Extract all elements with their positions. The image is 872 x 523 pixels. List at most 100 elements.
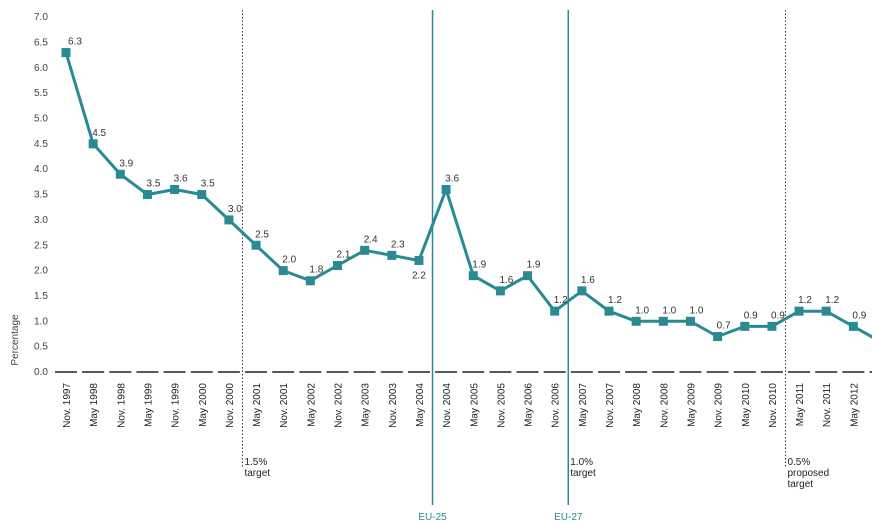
- target-marker-label: 1.5%: [244, 457, 267, 468]
- data-label: 2.1: [337, 250, 351, 261]
- x-tick-label: Nov. 2007: [605, 383, 616, 428]
- target-marker-label: proposed: [787, 468, 829, 479]
- x-axis: Nov. 1997 May 1998 Nov. 1998 May 1999 Nov. 1…: [55, 371, 872, 428]
- data-point: [414, 255, 424, 265]
- data-label: 0.9: [852, 310, 866, 321]
- data-point: [658, 316, 668, 326]
- x-tick-label: May 2011: [795, 383, 806, 427]
- target-marker-label: target: [244, 468, 270, 479]
- y-tick-label: 6.5: [34, 37, 48, 48]
- data-point: [468, 271, 478, 281]
- data-labels: 6.3 4.5 3.9 3.5 3.6 3.5 3.0 2.5 2.0 1.8 2.1 2.4 2.3 2…: [68, 37, 867, 332]
- target-marker-label: 0.5%: [787, 457, 810, 468]
- x-tick-label: May 2006: [524, 383, 535, 427]
- x-tick-label: Nov. 2006: [551, 383, 562, 428]
- data-label: 2.0: [282, 255, 296, 266]
- x-tick-label: May 2012: [849, 383, 860, 427]
- x-tick-label: May 1998: [89, 383, 100, 427]
- y-axis: 0.0 0.5 1.0 1.5 2.0 2.5 3.0 3.5 4.0 4.5 5.0 5.5 6.0 6…: [34, 12, 48, 378]
- y-tick-label: 3.0: [34, 215, 48, 226]
- data-points: [61, 48, 858, 342]
- data-label: 2.4: [364, 234, 378, 245]
- data-label: 1.6: [499, 275, 513, 286]
- x-tick-label: Nov. 2010: [768, 383, 779, 428]
- x-tick-label: Nov. 2003: [388, 383, 399, 428]
- y-tick-label: 0.5: [34, 342, 48, 353]
- target-marker-label: target: [570, 468, 596, 479]
- data-label: 1.2: [554, 295, 568, 306]
- data-point: [115, 169, 125, 179]
- data-label: 1.9: [472, 260, 486, 271]
- data-point: [305, 276, 315, 286]
- data-point: [278, 266, 288, 276]
- x-tick-label: May 2003: [361, 383, 372, 427]
- enlargement-marker-label: EU-25: [418, 512, 447, 523]
- data-point: [387, 250, 397, 260]
- data-point: [224, 215, 234, 225]
- target-marker-label: target: [787, 479, 813, 490]
- data-label: 1.2: [608, 295, 622, 306]
- data-label: 6.3: [68, 37, 82, 48]
- data-label: 1.2: [798, 295, 812, 306]
- y-tick-label: 1.5: [34, 291, 48, 302]
- data-point: [577, 286, 587, 296]
- x-tick-label: May 2000: [198, 383, 209, 427]
- x-tick-label: May 1999: [143, 383, 154, 427]
- target-marker-label: 1.0%: [570, 457, 593, 468]
- data-point: [821, 306, 831, 316]
- y-tick-label: 5.0: [34, 114, 48, 125]
- y-tick-label: 0.0: [34, 367, 48, 378]
- y-tick-label: 5.5: [34, 88, 48, 99]
- enlargement-marker-label: EU-27: [554, 512, 583, 523]
- data-label: 2.2: [412, 270, 426, 281]
- x-tick-label: Nov. 1998: [116, 383, 127, 428]
- data-point: [767, 321, 777, 331]
- data-point: [197, 190, 207, 200]
- y-tick-label: 4.5: [34, 139, 48, 150]
- y-axis-title: Percentage: [10, 314, 21, 366]
- data-point: [740, 321, 750, 331]
- y-tick-label: 6.0: [34, 63, 48, 74]
- y-tick-label: 3.5: [34, 190, 48, 201]
- data-label: 3.6: [174, 173, 188, 184]
- data-label: 1.8: [309, 265, 323, 276]
- x-tick-label: May 2007: [578, 383, 589, 427]
- x-tick-label: May 2001: [252, 383, 263, 427]
- x-tick-label: Nov. 2002: [334, 383, 345, 428]
- data-label: 3.5: [146, 179, 160, 190]
- data-label: 3.6: [445, 173, 459, 184]
- x-tick-label: May 2004: [415, 383, 426, 427]
- y-tick-label: 7.0: [34, 12, 48, 23]
- x-tick-label: Nov. 2000: [225, 383, 236, 428]
- data-label: 1.2: [825, 295, 839, 306]
- data-point: [170, 184, 180, 194]
- x-tick-label: May 2005: [469, 383, 480, 427]
- x-tick-label: Nov. 2011: [822, 383, 833, 428]
- data-point: [88, 139, 98, 149]
- x-tick-label: May 2002: [306, 383, 317, 427]
- data-label: 1.9: [527, 260, 541, 271]
- x-tick-label: Nov. 2005: [496, 383, 507, 428]
- data-point: [685, 316, 695, 326]
- data-label: 2.5: [255, 229, 269, 240]
- x-tick-label: Nov. 2008: [659, 383, 670, 428]
- data-point: [441, 184, 451, 194]
- y-tick-label: 1.0: [34, 316, 48, 327]
- data-point: [794, 306, 804, 316]
- data-label: 1.0: [689, 305, 703, 316]
- data-point: [713, 332, 723, 342]
- data-point: [523, 271, 533, 281]
- data-point: [604, 306, 614, 316]
- data-point: [360, 245, 370, 255]
- event-markers: 1.5%target1.0%target0.5%proposedtargetEU…: [241, 10, 829, 523]
- data-label: 1.0: [662, 305, 676, 316]
- series-line: [64, 52, 872, 339]
- data-label: 1.0: [635, 305, 649, 316]
- x-tick-label: May 2009: [686, 383, 697, 427]
- x-tick-label: Nov. 2009: [714, 383, 725, 428]
- data-point: [631, 316, 641, 326]
- data-label: 3.0: [228, 204, 242, 215]
- data-label: 2.3: [391, 239, 405, 250]
- data-point: [142, 190, 152, 200]
